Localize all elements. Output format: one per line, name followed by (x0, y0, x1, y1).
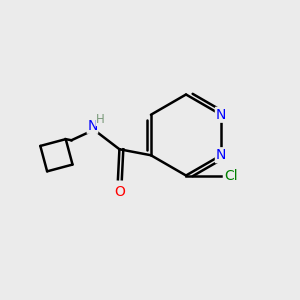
Text: N: N (87, 119, 98, 133)
Text: Cl: Cl (224, 169, 238, 182)
Text: N: N (216, 108, 226, 122)
Text: O: O (114, 184, 125, 199)
Text: H: H (96, 113, 105, 126)
Text: N: N (216, 148, 226, 162)
